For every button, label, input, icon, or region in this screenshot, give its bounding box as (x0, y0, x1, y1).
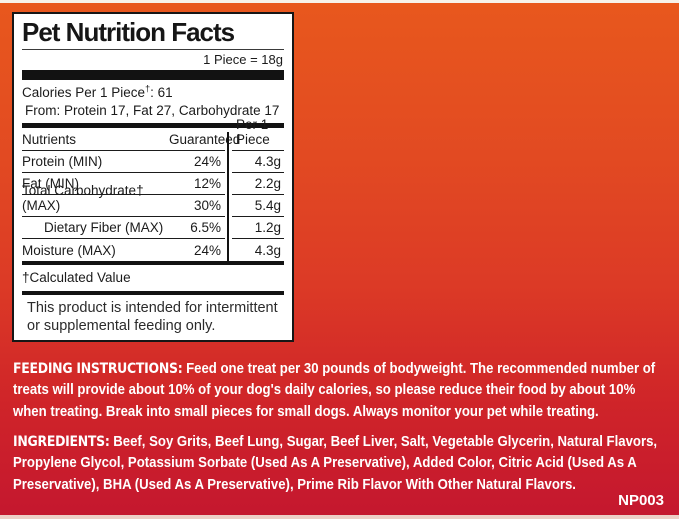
ingredients-label: INGREDIENTS: (13, 434, 110, 450)
calories-prefix: Calories Per 1 Piece (22, 85, 146, 101)
guaranteed-analysis-table: Nutrients Guaranteed Per 1 Piece Protein… (22, 117, 284, 262)
table-row: Fat (MIN) 12% 2.2g (22, 173, 284, 196)
bottom-edge-strip (0, 515, 679, 519)
title-divider (22, 49, 284, 51)
serving-size: 1 Piece = 18g (203, 52, 283, 68)
separator-bar-medium (22, 123, 284, 129)
panel-title: Pet Nutrition Facts (22, 17, 235, 47)
separator-bar-small (22, 261, 284, 266)
calories-line: Calories Per 1 Piece†: 61 (22, 84, 284, 102)
nutrient-guaranteed: 24% (193, 154, 221, 170)
top-edge-strip (0, 0, 679, 3)
nutrient-per-piece: 1.2g (232, 220, 284, 240)
table-row: Protein (MIN) 24% 4.3g (22, 151, 284, 174)
nutrient-name: Protein (MIN) (22, 154, 103, 170)
calories-value: : 61 (150, 85, 173, 101)
feeding-instructions: FEEDING INSTRUCTIONS: Feed one treat per… (13, 358, 670, 422)
nutrient-name: Total Carbohydrate† (MAX) (22, 183, 144, 214)
header-guaranteed: Guaranteed (169, 132, 241, 148)
ingredients-list: INGREDIENTS: Beef, Soy Grits, Beef Lung,… (13, 431, 670, 495)
nutrient-guaranteed: 12% (193, 176, 221, 192)
separator-bar-small (22, 291, 284, 296)
nutrient-guaranteed: 6.5% (190, 220, 221, 236)
nutrient-per-piece: 2.2g (232, 176, 284, 196)
nutrient-per-piece: 4.3g (254, 243, 281, 259)
nutrient-per-piece: 5.4g (232, 198, 284, 218)
table-row: Moisture (MAX) 24% 4.3g (22, 239, 284, 261)
table-row: Dietary Fiber (MAX) 6.5% 1.2g (22, 217, 284, 240)
calculated-value-footnote: †Calculated Value (22, 270, 131, 286)
nutrient-name: Fat (MIN) (22, 176, 79, 192)
nutrient-name: Moisture (MAX) (22, 243, 116, 259)
calories-from-line: From: Protein 17, Fat 27, Carbohydrate 1… (25, 102, 280, 118)
header-per-piece: Per 1 Piece (232, 117, 284, 152)
nutrient-per-piece: 4.3g (232, 154, 284, 174)
feeding-instructions-label: FEEDING INSTRUCTIONS: (13, 361, 183, 377)
nutrient-guaranteed: 30% (193, 198, 221, 214)
nutrition-facts-panel: Pet Nutrition Facts 1 Piece = 18g Calori… (12, 12, 294, 342)
product-code: NP003 (618, 492, 664, 509)
nutrient-name: Dietary Fiber (MAX) (44, 220, 164, 236)
feeding-instructions-text: Feed one treat per 30 pounds of bodyweig… (13, 360, 656, 420)
table-vertical-divider (227, 132, 229, 262)
header-nutrients: Nutrients (22, 132, 77, 148)
calories-block: Calories Per 1 Piece†: 61 From: Protein … (22, 80, 284, 123)
feeding-disclaimer: This product is intended for intermitten… (27, 300, 278, 334)
table-row: Total Carbohydrate† (MAX) 30% 5.4g (22, 183, 284, 218)
separator-bar-thick (22, 70, 284, 81)
nutrient-guaranteed: 24% (193, 243, 221, 259)
dagger-symbol: † (145, 83, 151, 94)
table-header-row: Nutrients Guaranteed Per 1 Piece (22, 117, 284, 152)
ingredients-text: Beef, Soy Grits, Beef Lung, Sugar, Beef … (13, 433, 658, 493)
